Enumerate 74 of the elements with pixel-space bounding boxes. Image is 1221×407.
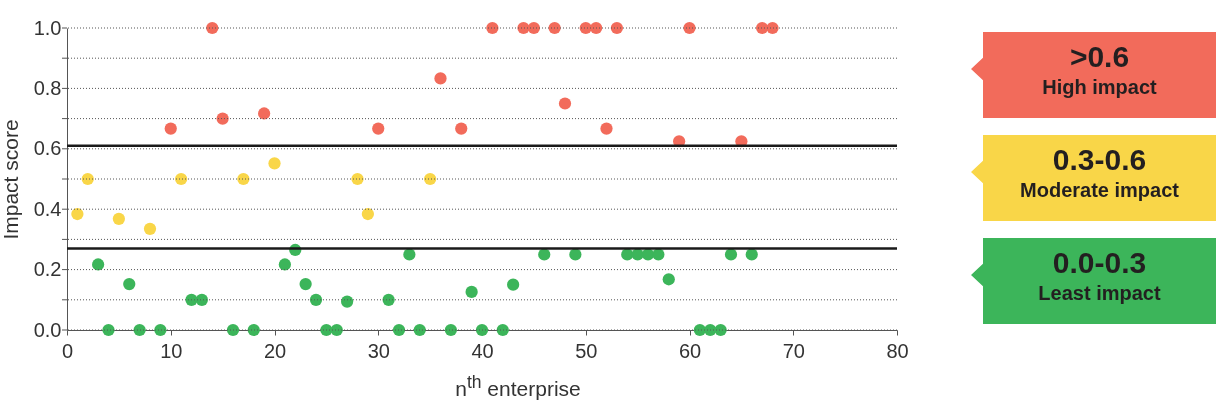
y-tick-label: 0.0 <box>33 318 62 341</box>
point <box>413 323 426 337</box>
point <box>143 222 157 235</box>
y-tick-label: 0.8 <box>33 76 62 99</box>
point <box>81 172 94 186</box>
point <box>102 323 115 337</box>
point <box>538 248 551 261</box>
point <box>403 248 416 261</box>
x-tick-label: 10 <box>160 339 183 362</box>
x-tick-label: 40 <box>471 339 494 362</box>
point <box>590 21 603 35</box>
point <box>71 207 84 221</box>
text: >0.6 High impact <box>1041 39 1158 100</box>
point <box>496 323 509 337</box>
point <box>662 273 675 286</box>
point <box>434 72 447 85</box>
point <box>475 323 489 337</box>
point <box>195 293 208 306</box>
x-tick-label: 20 <box>263 339 287 362</box>
x-tick-label: 80 <box>886 339 909 362</box>
point <box>216 112 229 125</box>
point <box>600 122 613 135</box>
point <box>133 323 146 337</box>
point <box>309 293 323 306</box>
point <box>610 21 623 35</box>
point <box>361 207 374 221</box>
point <box>330 323 343 337</box>
point <box>175 172 188 186</box>
point <box>444 323 457 337</box>
x-tick-label: 70 <box>782 339 805 362</box>
point <box>424 172 437 186</box>
point <box>569 248 582 261</box>
point <box>92 258 105 271</box>
point <box>341 295 354 308</box>
point <box>237 172 250 186</box>
point <box>268 157 281 170</box>
point <box>299 277 312 291</box>
y-axis-title: Impact score <box>0 119 22 240</box>
y-tick-label: 0.6 <box>33 137 62 160</box>
point <box>683 21 696 35</box>
point <box>714 323 727 337</box>
text: 0.3-0.6 Moderate impact <box>1019 142 1180 203</box>
point <box>206 21 219 35</box>
point <box>527 21 540 35</box>
point <box>382 293 395 306</box>
point <box>392 323 406 337</box>
point <box>351 172 364 186</box>
x-axis-title: n$^{th}$ enterprise <box>454 372 582 401</box>
point <box>154 323 167 337</box>
point <box>278 258 291 271</box>
point <box>112 212 125 225</box>
y-tick-label: 0.4 <box>33 197 62 220</box>
point <box>455 122 468 135</box>
x-tick-label: 0 <box>61 339 74 362</box>
point <box>766 21 779 35</box>
point <box>486 21 499 35</box>
point <box>123 277 136 291</box>
point <box>247 323 260 337</box>
point <box>507 278 520 291</box>
point <box>558 97 572 110</box>
point <box>724 248 738 261</box>
y-tick-label: 0.2 <box>33 258 62 281</box>
point <box>652 248 665 261</box>
point <box>258 107 271 120</box>
x-tick-label: 60 <box>678 339 702 362</box>
point <box>164 122 177 135</box>
point <box>226 323 240 337</box>
x-tick-label: 50 <box>575 339 598 362</box>
y-tick-label: 1.0 <box>33 16 62 39</box>
point <box>548 21 561 35</box>
point <box>465 285 478 299</box>
x-tick-label: 30 <box>367 339 390 362</box>
point <box>372 122 385 135</box>
text: 0.0-0.3 Least impact <box>1037 245 1162 306</box>
